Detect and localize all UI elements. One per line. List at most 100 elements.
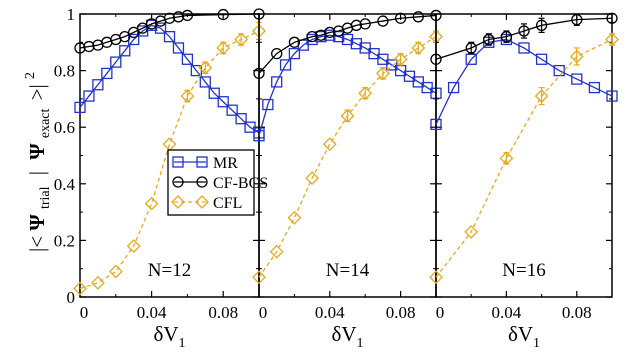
- legend-entry-mr: MR: [172, 155, 238, 172]
- panel-2: 0 0.04 0.08 δV1 N=14: [252, 9, 443, 351]
- series-line-cfl: [79, 30, 260, 290]
- series-cfbcs: [74, 8, 265, 54]
- data-point-cfbcs: [136, 22, 149, 34]
- y-axis-mid-bar: |: [25, 171, 49, 175]
- x-axis-title: δV1: [331, 322, 363, 351]
- series-line-mr: [258, 34, 437, 136]
- y-axis-exact-subscript: exact: [38, 108, 53, 138]
- data-point-mr: [412, 76, 424, 88]
- legend-marker: [172, 156, 184, 168]
- y-axis-power: 2: [23, 72, 38, 79]
- x-tick-label: 0.04: [315, 303, 345, 322]
- data-point-mr: [368, 47, 380, 60]
- data-point-mr: [324, 29, 336, 41]
- data-point-cfbcs: [172, 11, 185, 23]
- data-point-mr: [350, 38, 363, 50]
- data-point-mr: [199, 76, 211, 88]
- panel-label: N=12: [148, 260, 191, 281]
- data-point-cfl: [90, 275, 105, 290]
- data-point-mr: [403, 70, 416, 82]
- y-axis-right-bracket: >|: [25, 84, 49, 100]
- data-point-mr: [181, 53, 194, 65]
- data-point-cfbcs: [518, 25, 530, 37]
- legend-marker: [195, 195, 209, 209]
- data-point-cfl: [252, 270, 266, 285]
- panel-frame: [435, 13, 613, 298]
- data-point-cfbcs: [271, 47, 283, 60]
- y-tick-label: 0.6: [54, 118, 75, 137]
- legend-marker: [172, 176, 184, 188]
- series-line-cfbcs: [435, 17, 613, 60]
- data-point-cfbcs: [606, 12, 618, 24]
- data-point-cfl: [464, 224, 479, 239]
- data-point-mr: [110, 56, 122, 68]
- series-line-cfl: [258, 36, 437, 278]
- data-point-mr: [253, 130, 265, 142]
- y-tick-label: 0.4: [54, 175, 76, 194]
- x-tick-label: 0.08: [562, 303, 592, 322]
- y-axis-title-text: |< Ψ trial | Ψ exact >| 2: [23, 72, 54, 252]
- y-axis-psi-trial: Ψ: [25, 214, 49, 231]
- panel-1: 0 0.2 0.4 0.6 0.8 1 0 0.04 0.08 δV1 N=12: [54, 5, 266, 351]
- y-axis-left-bracket: |<: [25, 236, 49, 252]
- legend-label: CF-BCS: [213, 175, 268, 192]
- series-cfbcs: [253, 9, 442, 80]
- data-point-mr: [341, 33, 354, 46]
- data-point-mr: [154, 22, 167, 34]
- y-tick-label: 0.8: [54, 62, 75, 81]
- data-point-cfbcs: [394, 12, 407, 24]
- data-point-cfl: [375, 66, 390, 81]
- data-point-cfbcs: [430, 53, 442, 65]
- series-cfl: [252, 29, 443, 285]
- y-axis-title: |< Ψ trial | Ψ exact >| 2: [23, 72, 54, 252]
- data-point-cfl: [605, 32, 619, 47]
- series-cfl: [73, 21, 266, 296]
- data-point-cfl: [534, 89, 549, 103]
- data-point-mr: [172, 42, 185, 54]
- data-point-cfbcs: [535, 19, 548, 31]
- data-point-cfl: [569, 49, 584, 64]
- data-point-mr: [332, 30, 345, 43]
- data-point-mr: [288, 47, 301, 60]
- data-point-mr: [606, 90, 618, 102]
- data-point-cfbcs: [350, 19, 363, 31]
- data-point-mr: [208, 87, 220, 99]
- data-point-mr: [163, 30, 176, 43]
- legend-marker: [196, 156, 208, 168]
- data-point-cfbcs: [465, 42, 477, 54]
- data-point-cfl: [499, 151, 514, 166]
- data-point-cfbcs: [74, 42, 86, 54]
- data-point-cfl: [322, 137, 337, 152]
- legend-label: MR: [213, 155, 238, 172]
- x-tick-label: 0: [80, 303, 89, 322]
- x-tick-label: 0.08: [208, 303, 238, 322]
- data-point-mr: [92, 79, 104, 91]
- data-point-cfl: [287, 210, 302, 225]
- data-point-mr: [271, 76, 283, 88]
- data-point-mr: [279, 59, 292, 71]
- data-point-mr: [359, 42, 371, 54]
- y-axis-psi-exact: Ψ: [25, 143, 49, 160]
- data-point-cfbcs: [324, 26, 336, 39]
- legend-label: CFL: [213, 195, 242, 212]
- data-point-mr: [83, 90, 95, 102]
- data-point-mr: [235, 113, 247, 125]
- data-point-cfbcs: [412, 11, 424, 23]
- data-point-mr: [74, 101, 86, 114]
- x-axis-title: δV1: [508, 322, 540, 351]
- data-point-cfl: [358, 86, 373, 101]
- x-tick-label: 0.08: [386, 303, 416, 322]
- x-tick-label: 0.04: [492, 303, 522, 322]
- data-point-mr: [226, 104, 238, 116]
- series-mr: [430, 33, 618, 131]
- data-point-cfbcs: [377, 15, 389, 27]
- y-tick-label: 1: [67, 5, 76, 24]
- data-point-cfl: [393, 52, 408, 67]
- data-point-cfl: [144, 196, 159, 211]
- series-line-cfl: [435, 38, 613, 278]
- data-point-mr: [306, 33, 318, 46]
- data-point-mr: [421, 81, 433, 94]
- data-point-cfl: [198, 60, 213, 75]
- series-line-mr: [79, 24, 260, 134]
